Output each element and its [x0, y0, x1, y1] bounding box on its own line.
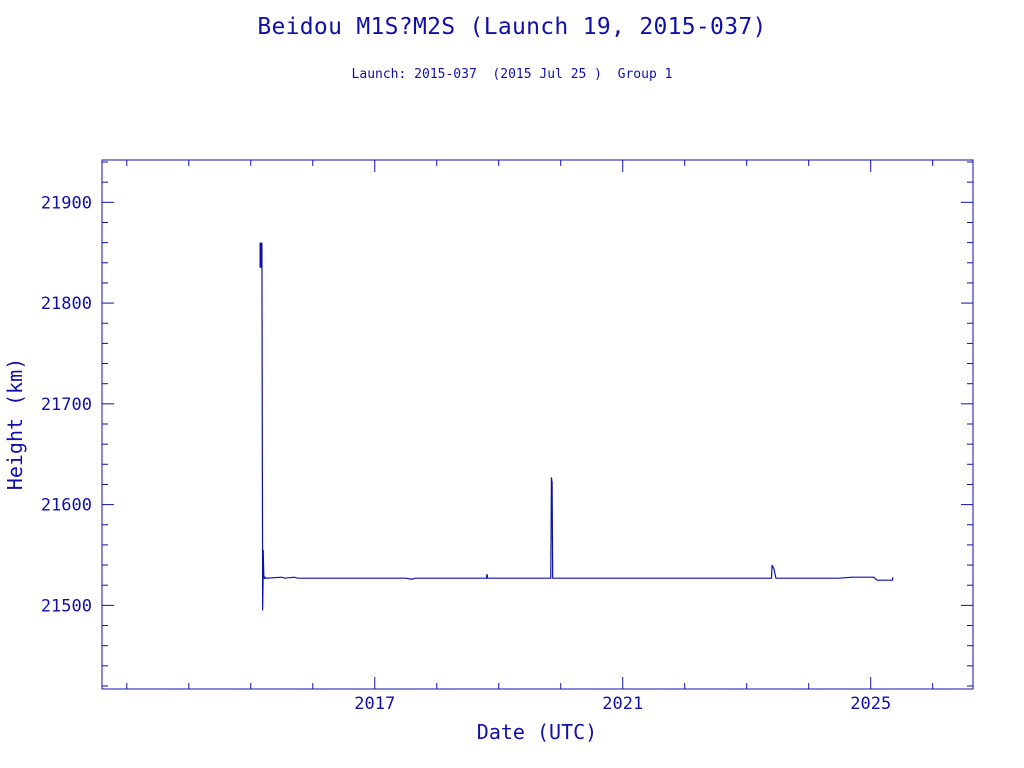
- tick-marks: [102, 160, 973, 689]
- x-tick-label: 2017: [354, 694, 395, 714]
- y-tick-label: 21600: [41, 496, 92, 516]
- y-axis-label: Height (km): [3, 358, 27, 490]
- plot-frame: [101, 159, 974, 690]
- y-tick-label: 21900: [41, 193, 92, 213]
- series-group: [259, 242, 894, 611]
- x-axis-label: Date (UTC): [477, 720, 597, 744]
- tick-labels: 21500 21600 21700 21800 21900 2017 2021 2025: [41, 193, 891, 714]
- x-tick-label: 2021: [602, 694, 643, 714]
- chart-subtitle: Launch: 2015-037 (2015 Jul 25 ) Group 1: [351, 67, 673, 82]
- y-tick-label: 21500: [41, 596, 92, 616]
- chart-title: Beidou M1S?M2S (Launch 19, 2015-037): [257, 14, 767, 40]
- y-tick-label: 21700: [41, 395, 92, 415]
- x-tick-label: 2025: [850, 694, 891, 714]
- y-tick-label: 21800: [41, 294, 92, 314]
- height-series-line: [259, 242, 894, 611]
